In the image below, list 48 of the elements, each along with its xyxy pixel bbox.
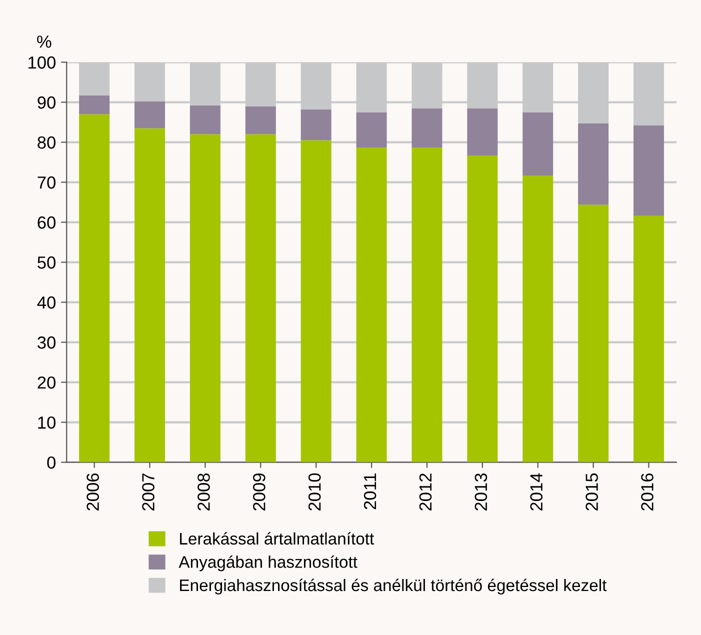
legend-label: Anyagában hasznosított — [178, 555, 358, 572]
bar — [134, 128, 166, 462]
bar — [522, 112, 554, 176]
y-tick-label: 100 — [28, 56, 56, 69]
bar — [190, 134, 220, 462]
bar — [79, 114, 110, 462]
legend-label: Energiahasznosítással és anélkül történő égetéssel kezelt — [180, 578, 607, 594]
bar — [412, 108, 442, 148]
x-tick-label: 2013 — [474, 473, 488, 510]
y-tick-label: 0 — [47, 456, 56, 469]
x-tick-label: 2011 — [364, 474, 376, 510]
bar — [190, 105, 220, 134]
y-tick-label: 50 — [38, 256, 56, 269]
legend-label: Lerakással ártalmatlanított — [180, 532, 374, 545]
bar — [467, 108, 498, 156]
bar — [245, 106, 276, 134]
bar — [412, 147, 442, 462]
bar — [578, 204, 609, 462]
bar — [300, 140, 332, 462]
y-tick-label: 60 — [38, 216, 56, 229]
bar — [578, 123, 609, 205]
x-tick-label: 2009 — [253, 474, 266, 510]
bar — [79, 95, 110, 114]
y-tick-label: 40 — [37, 296, 56, 309]
y-tick-label: 10 — [38, 416, 56, 429]
bar — [356, 147, 387, 462]
y-tick-label: 70 — [38, 176, 56, 189]
x-tick-label: 2006 — [86, 473, 99, 510]
x-tick-label: 2015 — [586, 473, 598, 510]
bar — [245, 134, 276, 462]
x-tick-label: 2008 — [198, 473, 210, 510]
bar — [633, 216, 664, 462]
y-tick-label: 30 — [38, 336, 56, 349]
x-tick-label: 2014 — [530, 473, 543, 510]
x-tick-label: 2007 — [142, 474, 154, 510]
x-tick-label: 2012 — [419, 474, 432, 510]
bar — [300, 109, 332, 140]
bar — [134, 101, 166, 128]
y-tick-label: 20 — [38, 376, 56, 389]
y-tick-label: 90 — [38, 96, 56, 109]
bar — [356, 112, 387, 148]
bar — [633, 125, 664, 216]
bar — [467, 155, 498, 462]
x-tick-label: 2016 — [641, 473, 654, 510]
y-tick-label: 80 — [38, 136, 56, 149]
x-tick-label: 2010 — [308, 473, 321, 510]
y-axis-title: % — [37, 36, 52, 48]
bar — [522, 175, 554, 462]
